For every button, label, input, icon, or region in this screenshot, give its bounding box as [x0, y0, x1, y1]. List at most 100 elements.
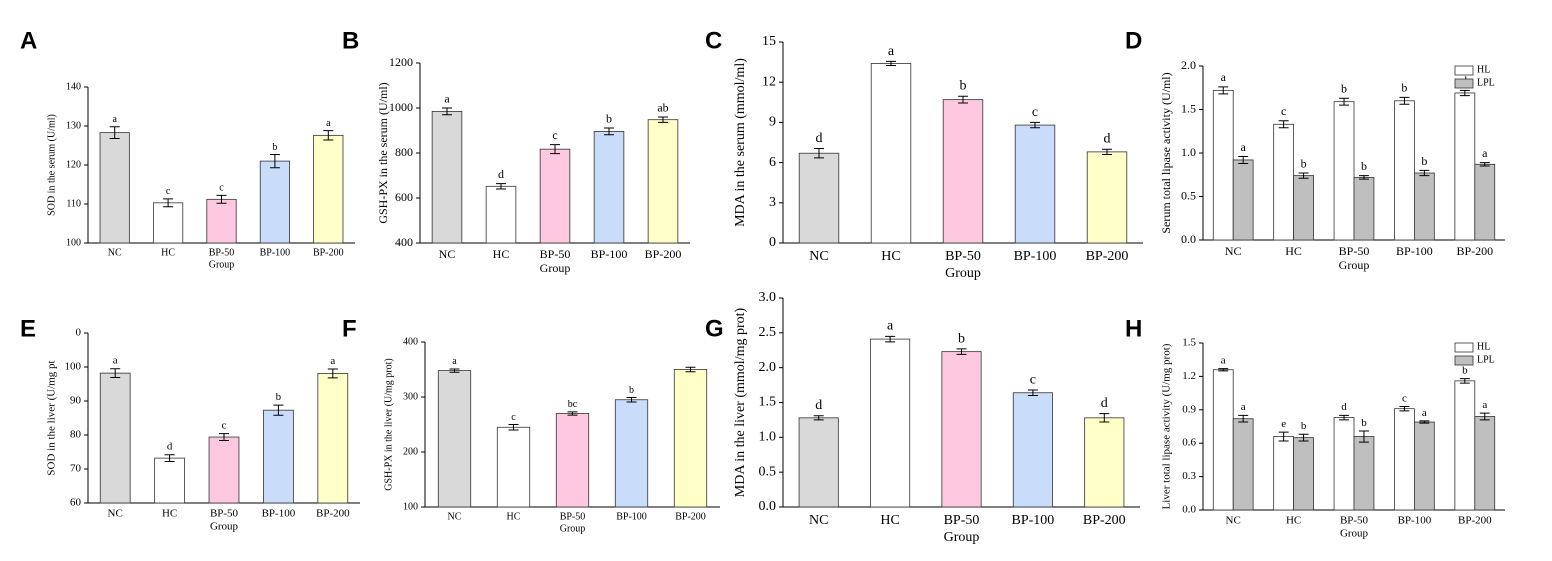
x-tick-label: BP-200: [1086, 249, 1129, 264]
x-axis-label: Group: [1339, 258, 1370, 272]
y-tick-label: 3: [769, 195, 776, 210]
significance-label: b: [958, 331, 965, 346]
y-tick-label: 100: [65, 361, 82, 373]
bar: [941, 351, 982, 508]
y-tick-label: 130: [66, 120, 81, 131]
significance-label: d: [1104, 132, 1111, 147]
bar: [317, 373, 349, 504]
y-tick-label: 400: [403, 336, 418, 347]
y-tick-label: 12: [762, 74, 776, 89]
x-tick-label: BP-50: [560, 511, 586, 522]
bar: [1454, 92, 1476, 241]
significance-label: a: [330, 355, 335, 367]
error-bar: [885, 335, 896, 343]
bar: [647, 119, 679, 244]
bar: [154, 457, 185, 504]
panel-letter: G: [705, 315, 724, 342]
y-axis-label: MDA in the serum (mmol/ml): [733, 58, 748, 227]
bar: [798, 152, 840, 244]
significance-label: c: [1032, 105, 1038, 120]
error-bar: [219, 433, 229, 441]
x-axis-label: Group: [1340, 528, 1369, 540]
significance-label: a: [113, 355, 118, 367]
significance-label: c: [511, 412, 516, 423]
error-bar: [496, 183, 506, 190]
significance-label: c: [552, 128, 557, 142]
error-bar: [1218, 368, 1229, 372]
x-tick-label: BP-100: [616, 511, 647, 522]
error-bar: [163, 198, 174, 208]
significance-label: a: [444, 91, 450, 105]
y-tick-label: 0.0: [1181, 232, 1196, 246]
error-bar: [814, 148, 824, 159]
y-tick-label: 80: [70, 429, 82, 441]
y-tick-label: 1000: [389, 100, 413, 114]
significance-label: bc: [568, 399, 578, 410]
significance-label: c: [222, 419, 227, 431]
x-tick-label: BP-100: [1014, 249, 1057, 264]
significance-label: d: [816, 131, 823, 146]
error-bar: [1238, 155, 1249, 164]
y-tick-label: 15: [762, 34, 776, 49]
significance-label: d: [498, 167, 504, 181]
significance-label: d: [1101, 396, 1108, 411]
y-tick-label: 600: [395, 190, 413, 204]
bar: [1084, 417, 1125, 508]
bar: [1273, 436, 1294, 511]
bar: [1474, 416, 1496, 511]
error-bar: [1479, 412, 1490, 421]
significance-label: b: [1401, 81, 1407, 95]
bar: [942, 99, 984, 244]
error-bar: [1278, 431, 1289, 442]
x-tick-label: BP-200: [675, 511, 706, 522]
y-tick-label: 0.0: [759, 499, 777, 514]
error-bar: [958, 95, 968, 104]
y-axis-label: GSH-PX in the serum (U/ml): [376, 82, 390, 223]
significance-label: c: [166, 186, 171, 197]
x-tick-label: BP-200: [316, 508, 350, 520]
bar: [99, 132, 130, 244]
bar: [1333, 417, 1355, 511]
legend-swatch: [1454, 78, 1474, 89]
significance-label: d: [815, 398, 822, 413]
x-tick-label: HC: [1285, 244, 1302, 258]
bar: [593, 130, 625, 244]
x-tick-label: NC: [108, 508, 123, 520]
bar: [259, 160, 290, 244]
y-tick-label: 0.9: [1182, 403, 1196, 415]
significance-label: a: [1221, 354, 1226, 366]
x-tick-label: NC: [439, 247, 456, 261]
x-tick-label: HC: [507, 511, 521, 522]
bar: [1293, 437, 1314, 511]
y-tick-label: 0.5: [759, 464, 777, 479]
bar: [1086, 151, 1128, 244]
significance-label: a: [1482, 146, 1488, 160]
legend-label: LPL: [1477, 354, 1495, 365]
significance-label: d: [1341, 401, 1347, 413]
significance-label: a: [452, 356, 457, 367]
y-tick-label: 100: [403, 501, 418, 512]
x-tick-label: BP-100: [1012, 513, 1055, 528]
bar: [99, 372, 131, 504]
significance-label: d: [167, 441, 173, 453]
x-tick-label: BP-50: [945, 249, 981, 264]
significance-label: a: [1422, 407, 1427, 419]
bar: [1014, 124, 1056, 244]
error-bar: [1238, 414, 1249, 423]
error-bar: [626, 397, 637, 403]
error-bar: [1399, 96, 1410, 105]
y-tick-label: 2.5: [759, 325, 777, 340]
x-axis-label: Group: [540, 261, 571, 275]
x-tick-label: NC: [1225, 244, 1242, 258]
error-bar: [956, 348, 967, 355]
significance-label: a: [1482, 399, 1487, 411]
y-tick-label: 9: [769, 115, 776, 130]
bar: [431, 110, 463, 244]
error-bar: [1099, 413, 1110, 423]
y-tick-label: 800: [395, 145, 413, 159]
x-tick-label: HC: [162, 508, 177, 520]
x-tick-label: HC: [881, 249, 900, 264]
x-tick-label: NC: [448, 511, 462, 522]
bar: [870, 338, 911, 508]
error-bar: [685, 366, 696, 373]
